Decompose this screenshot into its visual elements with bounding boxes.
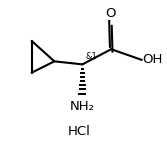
Text: NH₂: NH₂ bbox=[70, 100, 95, 113]
Text: OH: OH bbox=[142, 53, 163, 66]
Text: O: O bbox=[105, 7, 116, 20]
Text: HCl: HCl bbox=[68, 125, 91, 138]
Text: &1: &1 bbox=[86, 52, 97, 61]
